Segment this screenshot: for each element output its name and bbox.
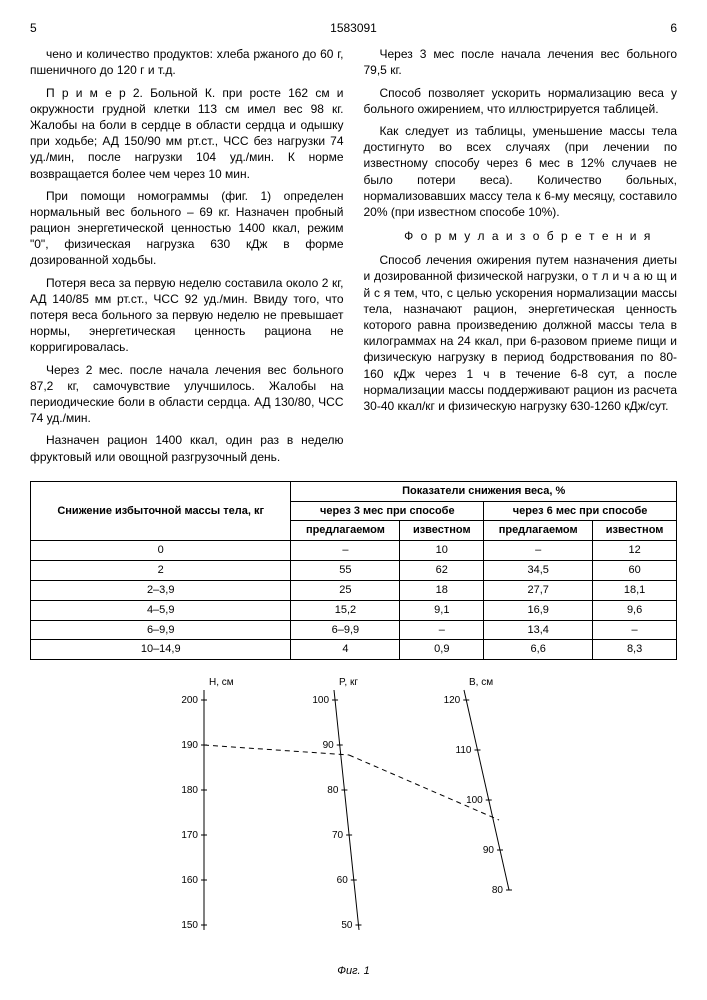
svg-text:100: 100 [466, 795, 483, 806]
td: 12 [593, 541, 677, 561]
th: предлагаемом [291, 521, 400, 541]
svg-text:120: 120 [443, 695, 460, 706]
td: 0 [31, 541, 291, 561]
td: 60 [593, 561, 677, 581]
svg-text:110: 110 [455, 745, 471, 756]
svg-text:80: 80 [491, 885, 503, 896]
svg-text:170: 170 [181, 830, 198, 841]
para: Потеря веса за первую неделю составила о… [30, 275, 344, 356]
svg-text:90: 90 [482, 845, 494, 856]
th: предлагаемом [484, 521, 593, 541]
th: известном [593, 521, 677, 541]
svg-text:H, см: H, см [209, 677, 234, 688]
table-row: 2–3,9251827,718,1 [31, 580, 677, 600]
nomogram-svg: H, см 200 190 180 170 160 150 P, кг 100 90 80 70 60 5… [144, 670, 564, 960]
svg-text:180: 180 [181, 785, 198, 796]
table-row: 10–14,940,96,68,3 [31, 640, 677, 660]
th: через 3 мес при способе [291, 501, 484, 521]
text-columns: чено и количество продуктов: хлеба ржано… [30, 46, 677, 471]
td: 13,4 [484, 620, 593, 640]
svg-text:150: 150 [181, 920, 198, 931]
svg-text:90: 90 [322, 740, 334, 751]
td: 9,1 [400, 600, 484, 620]
para: Через 3 мес после начала лечения вес бол… [364, 46, 678, 78]
td: 16,9 [484, 600, 593, 620]
th: известном [400, 521, 484, 541]
td: 10 [400, 541, 484, 561]
page-num-left: 5 [30, 20, 37, 36]
td: – [291, 541, 400, 561]
td: 9,6 [593, 600, 677, 620]
td: 0,9 [400, 640, 484, 660]
th: через 6 мес при способе [484, 501, 677, 521]
td: 8,3 [593, 640, 677, 660]
para: Назначен рацион 1400 ккал, один раз в не… [30, 432, 344, 464]
para: Способ позволяет ускорить нормализацию в… [364, 85, 678, 117]
td: 62 [400, 561, 484, 581]
para: Как следует из таблицы, уменьшение массы… [364, 123, 678, 220]
svg-text:P, кг: P, кг [339, 677, 358, 688]
td: 34,5 [484, 561, 593, 581]
td: 15,2 [291, 600, 400, 620]
page-header: 5 1583091 6 [30, 20, 677, 36]
td: – [484, 541, 593, 561]
td: 10–14,9 [31, 640, 291, 660]
td: 4–5,9 [31, 600, 291, 620]
svg-text:70: 70 [331, 830, 343, 841]
figure-label: Фиг. 1 [30, 964, 677, 979]
svg-text:50: 50 [341, 920, 353, 931]
td: – [593, 620, 677, 640]
table-row: 2556234,560 [31, 561, 677, 581]
para: Способ лечения ожирения путем назначения… [364, 252, 678, 414]
svg-text:B, см: B, см [469, 677, 493, 688]
svg-text:200: 200 [181, 695, 198, 706]
td: 25 [291, 580, 400, 600]
para: П р и м е р 2. Больной К. при росте 162 … [30, 85, 344, 182]
td: 6–9,9 [31, 620, 291, 640]
left-column: чено и количество продуктов: хлеба ржано… [30, 46, 344, 471]
formula-title: Ф о р м у л а и з о б р е т е н и я [364, 228, 678, 244]
table-row: 0–10–12 [31, 541, 677, 561]
nomogram-figure: H, см 200 190 180 170 160 150 P, кг 100 90 80 70 60 5… [30, 670, 677, 979]
para: чено и количество продуктов: хлеба ржано… [30, 46, 344, 78]
td: 6–9,9 [291, 620, 400, 640]
th: Снижение избыточной массы тела, кг [31, 481, 291, 541]
patent-number: 1583091 [37, 20, 671, 36]
td: 2–3,9 [31, 580, 291, 600]
table-row: 6–9,96–9,9–13,4– [31, 620, 677, 640]
para: При помощи номограммы (фиг. 1) определен… [30, 188, 344, 269]
td: 55 [291, 561, 400, 581]
para: Через 2 мес. после начала лечения вес бо… [30, 362, 344, 427]
td: 6,6 [484, 640, 593, 660]
td: 2 [31, 561, 291, 581]
svg-text:80: 80 [327, 785, 339, 796]
svg-text:60: 60 [336, 875, 348, 886]
right-column: Через 3 мес после начала лечения вес бол… [364, 46, 678, 471]
td: 4 [291, 640, 400, 660]
page-num-right: 6 [670, 20, 677, 36]
td: 18,1 [593, 580, 677, 600]
svg-text:190: 190 [181, 740, 198, 751]
svg-text:160: 160 [181, 875, 198, 886]
th: Показатели снижения веса, % [291, 481, 677, 501]
table-row: 4–5,915,29,116,99,6 [31, 600, 677, 620]
table-body: 0–10–122556234,5602–3,9251827,718,14–5,9… [31, 541, 677, 660]
td: – [400, 620, 484, 640]
td: 27,7 [484, 580, 593, 600]
svg-text:100: 100 [312, 695, 329, 706]
weight-table: Снижение избыточной массы тела, кг Показ… [30, 481, 677, 661]
td: 18 [400, 580, 484, 600]
